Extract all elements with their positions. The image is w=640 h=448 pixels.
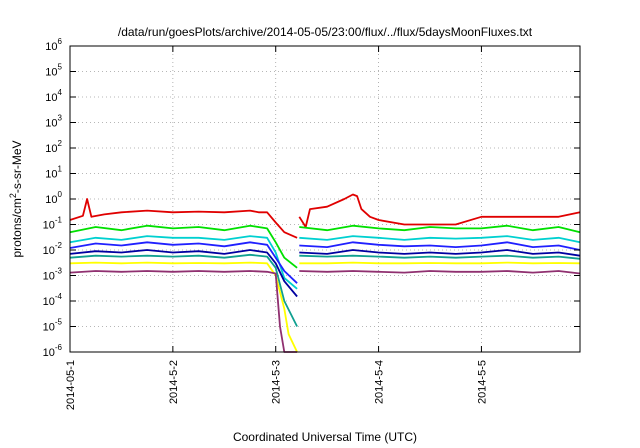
series-6-line-before-gap — [69, 253, 298, 327]
y-tick-label: 105 — [45, 63, 62, 79]
y-tick-label: 104 — [45, 88, 62, 104]
y-tick-label-exponent: -2 — [55, 241, 63, 250]
x-tick-label: 2014-5-3 — [271, 360, 283, 404]
x-tick-label: 2014-5-4 — [374, 360, 386, 404]
y-axis-label: protons/cm2-s-sr-MeV — [8, 140, 24, 257]
y-tick-label-base: 10 — [45, 194, 57, 206]
series-7-line-after-gap — [299, 261, 581, 265]
y-tick-label: 101 — [45, 165, 62, 181]
y-tick-label-base: 10 — [43, 220, 55, 232]
y-tick-label-exponent: -6 — [55, 343, 63, 352]
y-tick-label-base: 10 — [43, 296, 55, 308]
y-tick-label-exponent: 1 — [58, 165, 63, 174]
series-layer — [69, 193, 581, 353]
y-tick-label-exponent: 0 — [58, 190, 63, 199]
y-tick-label-base: 10 — [45, 92, 57, 104]
y-tick-label: 103 — [45, 114, 62, 130]
grid — [70, 46, 580, 352]
y-tick-label-exponent: -4 — [55, 292, 63, 301]
x-tick-label: 2014-5-5 — [476, 360, 488, 404]
series-2-line-before-gap — [69, 224, 298, 269]
y-tick-label-base: 10 — [45, 67, 57, 79]
x-axis-label: Coordinated Universal Time (UTC) — [233, 430, 417, 444]
y-tick-label: 10-4 — [43, 292, 63, 308]
y-tick-label-base: 10 — [45, 118, 57, 130]
y-tick-label-base: 10 — [43, 271, 55, 283]
y-axis-label-main: protons/cm — [10, 198, 24, 257]
y-tick-label: 10-3 — [43, 267, 63, 283]
y-tick-label-exponent: 4 — [58, 88, 63, 97]
y-tick-label-exponent: -1 — [55, 216, 63, 225]
x-tick-label: 2014-05-1 — [65, 360, 77, 410]
y-tick-label-exponent: -5 — [55, 318, 63, 327]
series-6-line-after-gap — [299, 254, 581, 260]
y-tick-label-exponent: 2 — [58, 139, 63, 148]
y-axis-label-superscript: 2 — [8, 193, 18, 198]
series-3-line-after-gap — [299, 235, 581, 244]
y-tick-label-base: 10 — [43, 245, 55, 257]
series-7-line-before-gap — [69, 261, 298, 353]
series-1-line-after-gap — [298, 193, 581, 228]
y-tick-label-exponent: 6 — [58, 37, 63, 46]
y-tick-label-base: 10 — [43, 322, 55, 334]
y-tick-label: 10-6 — [43, 343, 63, 359]
series-5-line-after-gap — [299, 249, 581, 257]
y-tick-label: 102 — [45, 139, 62, 155]
y-tick-label-base: 10 — [45, 169, 57, 181]
y-tick-label-base: 10 — [45, 143, 57, 155]
series-2-line-after-gap — [299, 224, 581, 234]
series-4-line-before-gap — [69, 241, 298, 284]
y-tick-label-base: 10 — [45, 41, 57, 53]
chart-title: /data/run/goesPlots/archive/2014-05-05/2… — [118, 25, 533, 39]
series-8-line-after-gap — [299, 270, 581, 275]
y-tick-label: 106 — [45, 37, 62, 53]
y-tick-label-exponent: 3 — [58, 114, 63, 123]
y-tick-label-base: 10 — [43, 347, 55, 359]
series-8-line-before-gap — [69, 270, 298, 353]
y-tick-label: 100 — [45, 190, 62, 206]
series-4-line-after-gap — [299, 241, 581, 251]
y-tick-label-exponent: 5 — [58, 63, 63, 72]
series-1-line-before-gap — [69, 198, 298, 239]
series-5-line-before-gap — [69, 249, 298, 298]
x-axis: 2014-05-1 2014-5-2 2014-5-3 2014-5-4 2014-5-… — [65, 46, 488, 410]
y-axis: 10-610-510-410-310-210-11001011021031041… — [43, 37, 580, 359]
x-tick-label: 2014-5-2 — [168, 360, 180, 404]
y-tick-label: 10-2 — [43, 241, 63, 257]
y-axis-label-suffix: -s-sr-MeV — [10, 140, 24, 193]
y-tick-label: 10-1 — [43, 216, 63, 232]
y-tick-label: 10-5 — [43, 318, 63, 334]
y-tick-label-exponent: -3 — [55, 267, 63, 276]
series-3-line-before-gap — [69, 235, 298, 290]
